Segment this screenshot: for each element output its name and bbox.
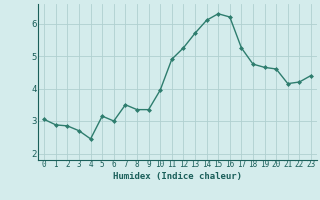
X-axis label: Humidex (Indice chaleur): Humidex (Indice chaleur) [113,172,242,181]
